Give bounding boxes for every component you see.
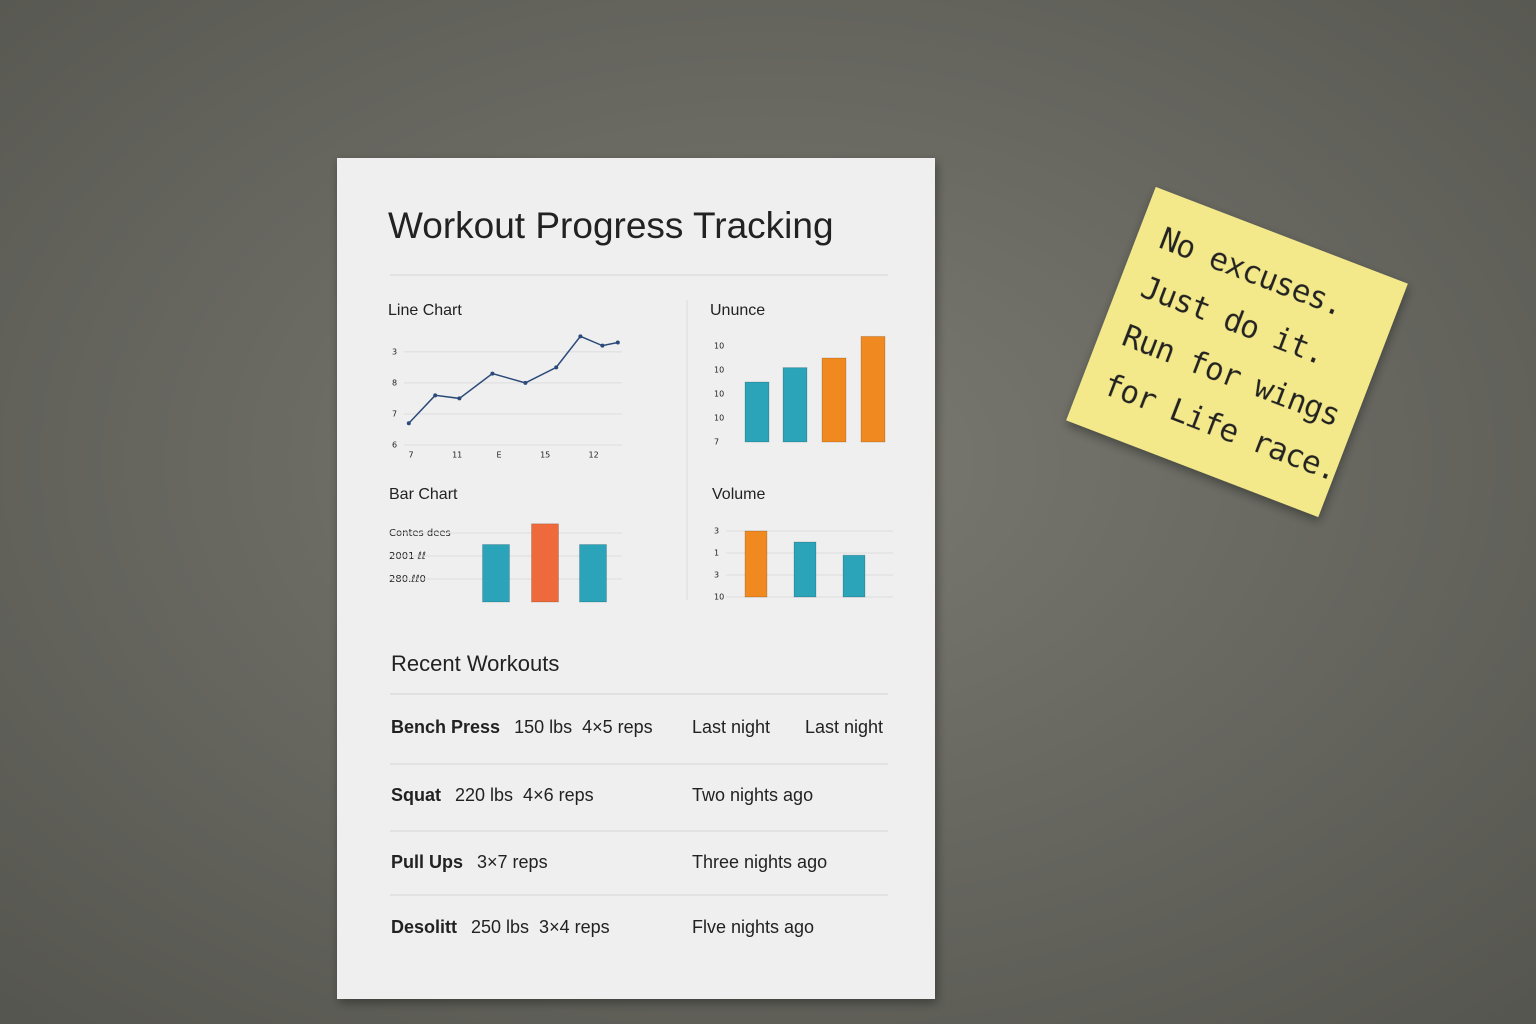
workout-time: Two nights ago xyxy=(692,785,813,805)
y-tick-label: 6 xyxy=(392,441,397,450)
y-tick-label: 3 xyxy=(714,527,719,536)
y-tick-label: 10 xyxy=(714,390,724,399)
y-tick-label: 10 xyxy=(714,366,724,375)
bar xyxy=(482,544,510,603)
point xyxy=(523,380,528,385)
point xyxy=(457,396,462,401)
bar xyxy=(860,335,886,443)
workout-time: Three nights ago xyxy=(692,852,827,872)
y-tick-label: 10 xyxy=(714,342,724,351)
workout-detail: 220 lbs 4×6 reps xyxy=(455,785,594,805)
point xyxy=(554,365,559,370)
point xyxy=(490,371,495,376)
workout-detail: 250 lbs 3×4 reps xyxy=(471,917,610,937)
workout-time: Last night xyxy=(692,717,770,737)
bar xyxy=(744,530,768,598)
workout-detail: 3×7 reps xyxy=(477,852,548,872)
exercise: Squat xyxy=(391,785,441,805)
x-tick-label: 7 xyxy=(408,451,413,460)
note-paper xyxy=(1066,186,1408,518)
chart-title: Ununce xyxy=(710,302,765,319)
bar xyxy=(531,523,559,603)
x-tick-label: 15 xyxy=(540,451,550,460)
title: Workout Progress Tracking xyxy=(388,205,834,246)
section-title: Recent Workouts xyxy=(391,651,559,676)
x-tick-label: E xyxy=(496,451,501,460)
point xyxy=(615,340,620,345)
workout-time: Last night xyxy=(805,717,883,737)
point xyxy=(406,421,411,426)
point xyxy=(433,393,438,398)
y-tick-label: 7 xyxy=(714,438,719,447)
exercise: Desolitt xyxy=(391,917,457,937)
y-tick-label: 7 xyxy=(392,409,397,418)
chart-title: Volume xyxy=(712,486,765,503)
bar xyxy=(579,544,607,603)
bar xyxy=(744,381,770,443)
exercise: Bench Press xyxy=(391,717,500,737)
bar xyxy=(821,357,847,443)
chart-title: Bar Chart xyxy=(389,486,458,503)
y-tick-label: 10 xyxy=(714,593,724,602)
x-tick-label: 11 xyxy=(452,451,462,460)
y-tick-label: 8 xyxy=(392,378,397,387)
bar xyxy=(782,367,808,443)
point xyxy=(578,334,583,339)
exercise: Pull Ups xyxy=(391,852,463,872)
y-tick-label: 1 xyxy=(714,549,719,558)
bar xyxy=(793,541,817,598)
point xyxy=(600,343,605,348)
y-tick-label: 10 xyxy=(714,414,724,423)
y-tick-label: 3 xyxy=(392,347,397,356)
x-tick-label: 12 xyxy=(589,451,599,460)
workout-time: Flve nights ago xyxy=(692,917,814,937)
y-tick-label: 3 xyxy=(714,571,719,580)
workout-detail: 150 lbs 4×5 reps xyxy=(514,717,653,737)
bar xyxy=(842,554,866,598)
chart-title: Line Chart xyxy=(388,302,462,319)
